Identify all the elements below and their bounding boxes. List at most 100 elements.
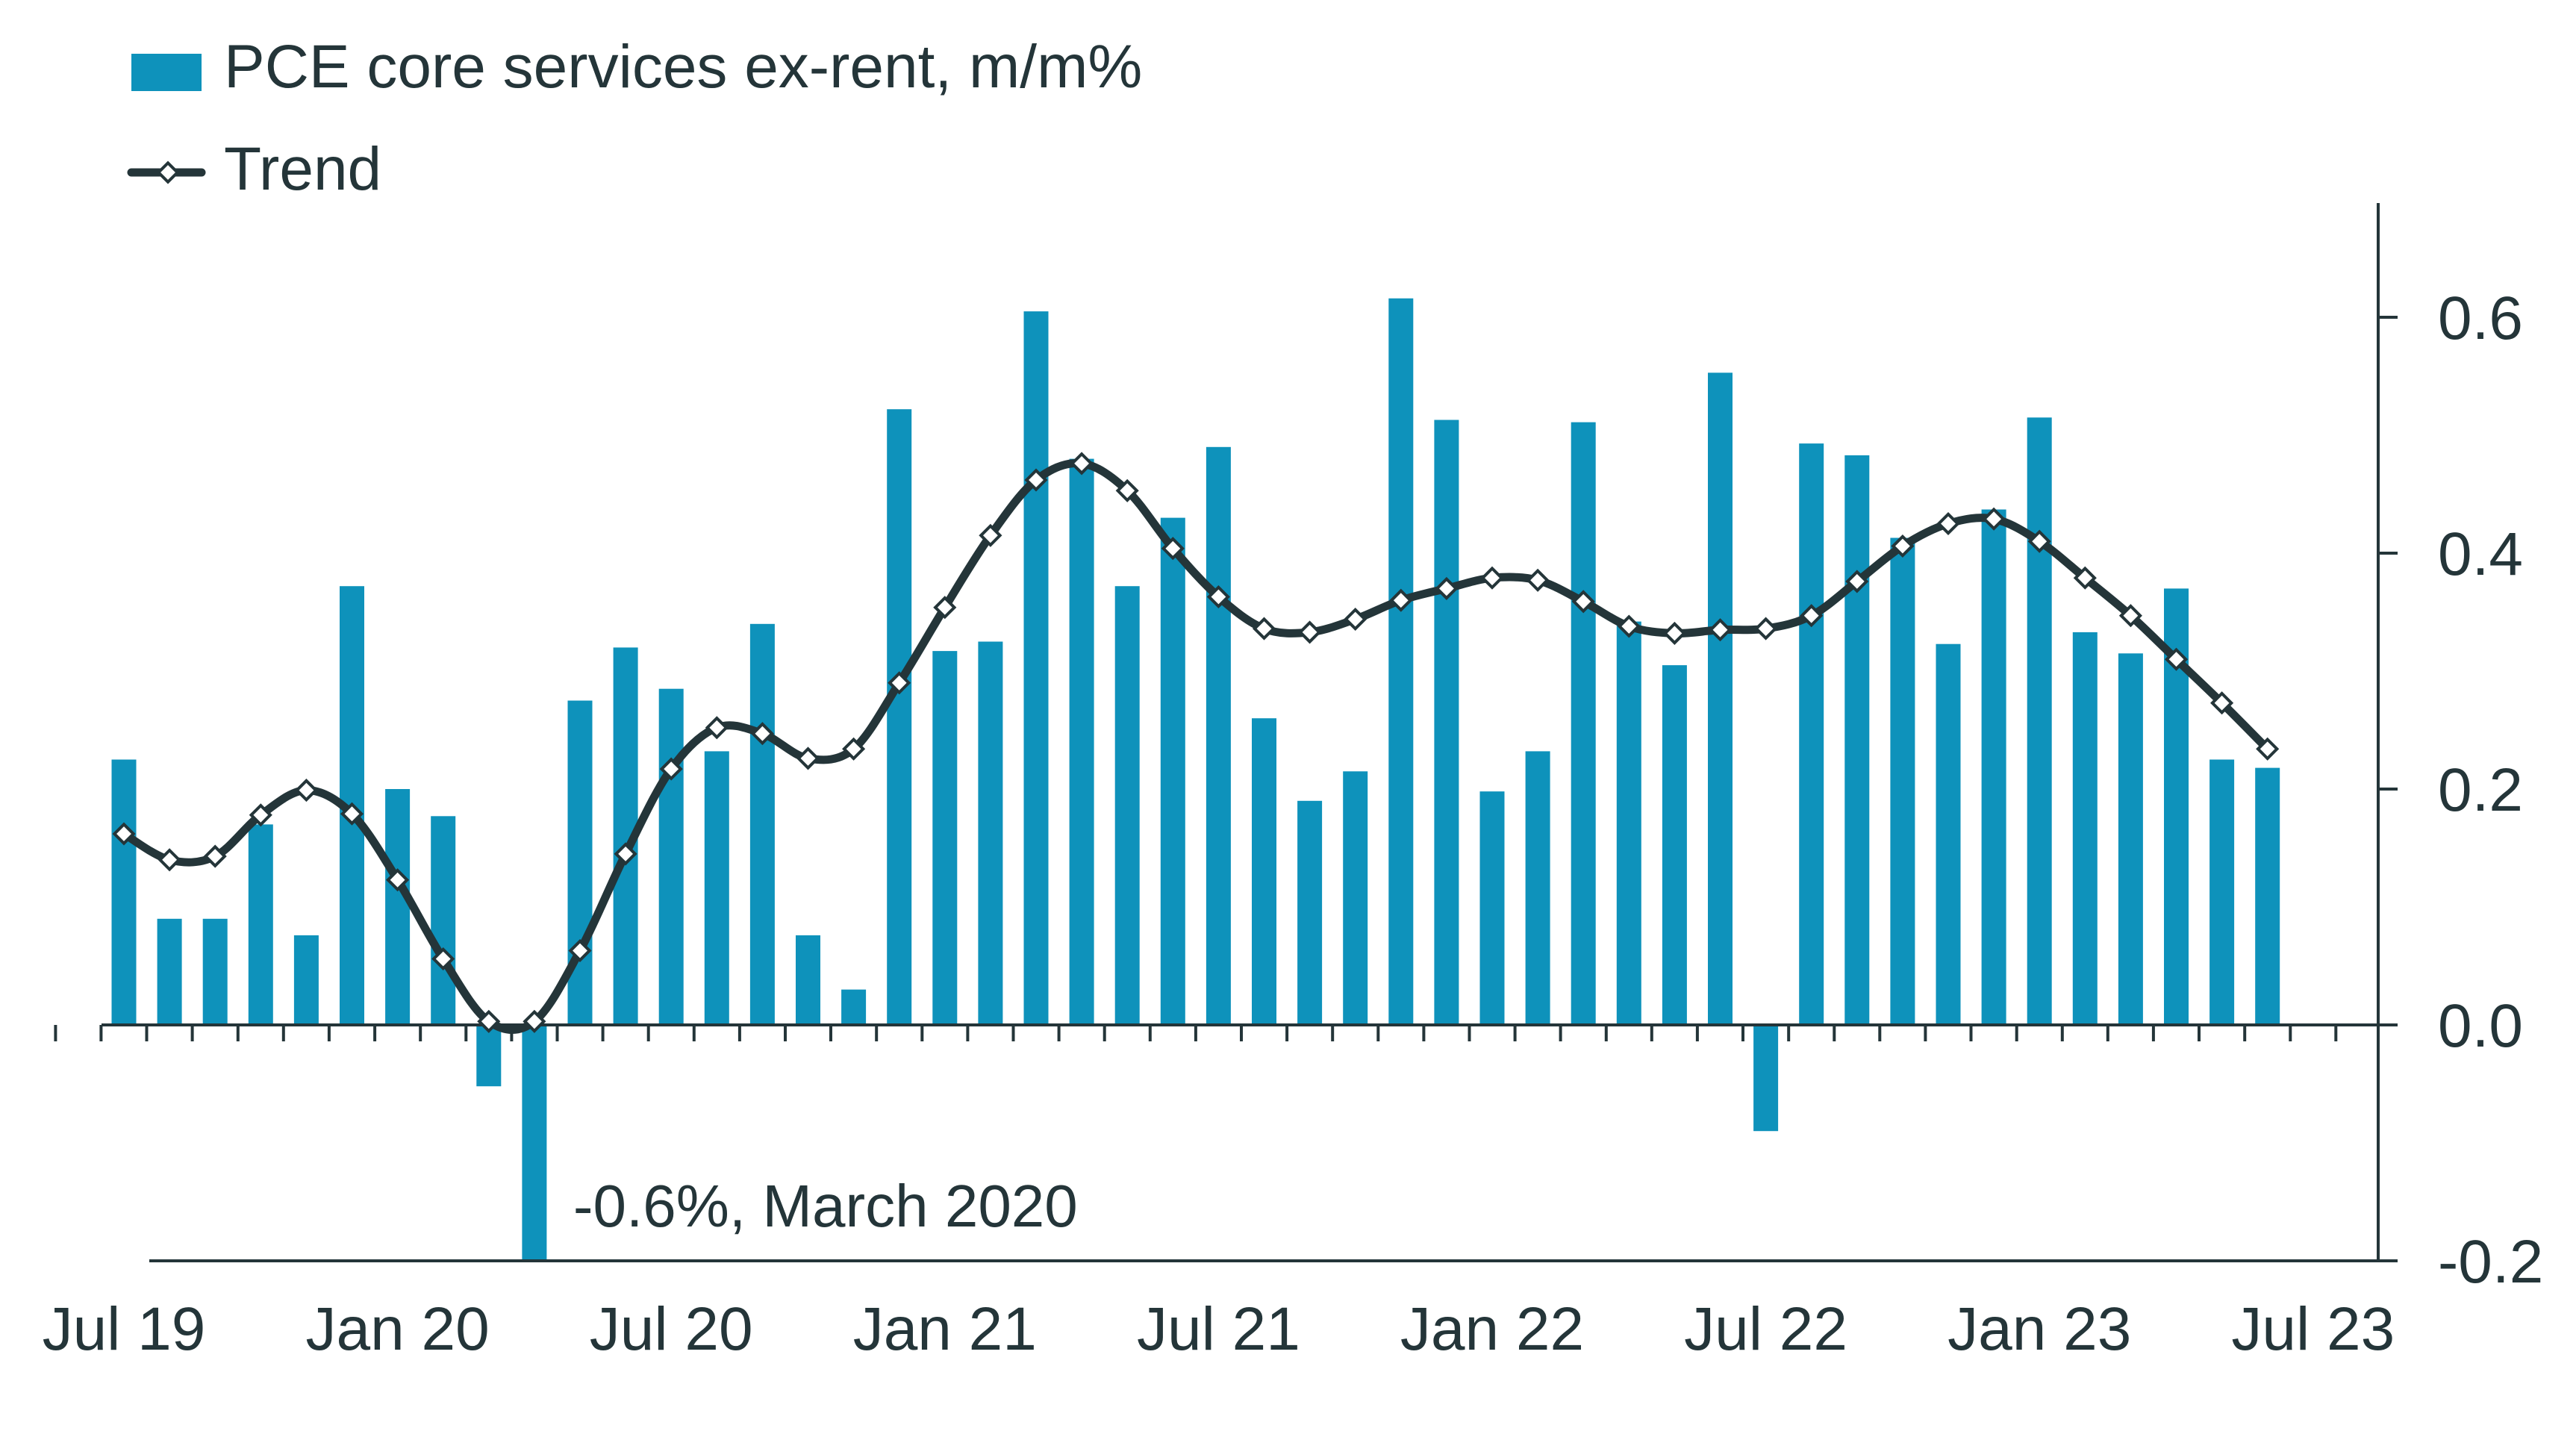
y-tick-label: 0.0 (2438, 992, 2523, 1060)
trend-point (888, 671, 911, 695)
trend-point (1891, 534, 1915, 558)
bar-feb-22 (1525, 751, 1550, 1025)
bar-dec-22 (1981, 509, 2006, 1025)
y-tick-label: -0.2 (2438, 1228, 2543, 1296)
bar-sep-22 (1844, 455, 1870, 1025)
bar-aug-22 (1799, 443, 1824, 1025)
trend-point (1571, 590, 1595, 614)
trend-point (2118, 604, 2142, 628)
trend-point (1024, 468, 1048, 492)
bar-oct-22 (1890, 537, 1915, 1025)
bar-sep-19 (202, 918, 228, 1025)
bar-aug-19 (157, 918, 182, 1025)
trend-point (750, 722, 774, 746)
bar-sep-20 (749, 623, 775, 1025)
trend-point (1480, 566, 1504, 590)
trend-point (431, 947, 455, 971)
trend-point (158, 848, 181, 872)
y-tick-label: 0.6 (2438, 284, 2523, 352)
bar-oct-20 (796, 935, 820, 1025)
trend-point (1070, 452, 1094, 476)
trend-point (1845, 570, 1869, 593)
bar-jul-22 (1753, 1025, 1779, 1132)
x-tick-labels: Jul 19 Jan 20 Jul 20 Jan 21 Jul 21 Jan 22 Jul … (43, 1295, 2395, 1363)
trend-point (1161, 537, 1185, 561)
bar-jan-23 (2027, 417, 2052, 1025)
bar-jun-22 (1708, 373, 1733, 1025)
bar-dec-20 (887, 409, 912, 1025)
bar-mar-20 (476, 1025, 502, 1087)
trend-point (979, 523, 1002, 547)
trend-point (1754, 617, 1778, 640)
trend-point (2164, 647, 2189, 671)
trend-point (1708, 618, 1733, 642)
x-tick-label: Jul 20 (590, 1295, 753, 1363)
trend-point (1982, 507, 2006, 531)
trend-point (112, 822, 136, 846)
bar-feb-21 (978, 641, 1003, 1025)
bar-jan-20 (385, 789, 411, 1025)
legend: PCE core services ex-rent, m/m% Trend (127, 33, 1142, 203)
x-tick-label: Jul 21 (1137, 1295, 1300, 1363)
y-tick-labels: 0.6 0.4 0.2 0.0 -0.2 (2438, 284, 2543, 1296)
bar-jul-19 (111, 759, 137, 1025)
bar-feb-20 (431, 816, 456, 1025)
bar-mar-21 (1023, 311, 1049, 1026)
x-tick-label: Jul 23 (2231, 1295, 2395, 1363)
bar-nov-20 (841, 989, 867, 1025)
trend-point (1115, 479, 1139, 502)
trend-point (203, 844, 227, 868)
trend-point (1800, 604, 1824, 628)
bar-jan-22 (1479, 791, 1505, 1025)
x-tick-label: Jul 19 (43, 1295, 206, 1363)
trend-point (2210, 691, 2234, 715)
trend-point (2256, 737, 2280, 761)
bar-jul-21 (1206, 446, 1231, 1025)
trend-point (796, 746, 820, 770)
trend-point (568, 938, 592, 963)
bar-nov-21 (1388, 298, 1414, 1025)
trend-series (112, 452, 2280, 1034)
bar-mar-22 (1571, 422, 1596, 1025)
trend-point (1206, 585, 1230, 609)
x-tick-label: Jan 22 (1400, 1295, 1584, 1363)
trend-point (1936, 511, 1960, 536)
trend-point (1526, 568, 1550, 592)
trend-point (842, 737, 866, 761)
trend-point (614, 842, 637, 866)
x-tick-label: Jan 23 (1947, 1295, 2131, 1363)
bar-mar-23 (2118, 653, 2143, 1025)
bar-feb-23 (2072, 632, 2098, 1025)
bar-aug-20 (704, 751, 729, 1025)
trend-point (2027, 529, 2051, 553)
bar-oct-21 (1343, 771, 1368, 1025)
bar-dec-21 (1434, 420, 1459, 1025)
trend-point (1435, 576, 1459, 600)
trend-point (294, 779, 318, 802)
legend-bar-label: PCE core services ex-rent, m/m% (224, 33, 1142, 101)
trend-point (1389, 588, 1413, 612)
legend-bar-swatch (131, 54, 202, 91)
bar-oct-19 (248, 824, 273, 1025)
x-tick-label: Jan 20 (305, 1295, 489, 1363)
trend-point (1252, 617, 1276, 640)
trend-point (523, 1009, 546, 1033)
bar-may-20 (567, 700, 593, 1025)
trend-point (386, 868, 410, 892)
legend-line-label: Trend (224, 135, 381, 203)
bar-apr-20 (522, 1025, 547, 1261)
trend-point (933, 596, 957, 620)
legend-line-marker (156, 160, 180, 184)
y-tick-label: 0.2 (2438, 756, 2523, 824)
x-tick-label: Jul 22 (1684, 1295, 1847, 1363)
bar-apr-21 (1069, 458, 1094, 1025)
trend-point (1298, 620, 1322, 644)
trend-point (705, 716, 729, 740)
bar-may-21 (1114, 586, 1140, 1025)
trend-point (1662, 621, 1686, 645)
bar-may-22 (1662, 665, 1687, 1025)
trend-point (249, 803, 272, 827)
trend-point (1344, 607, 1367, 632)
bar-nov-19 (293, 935, 319, 1025)
